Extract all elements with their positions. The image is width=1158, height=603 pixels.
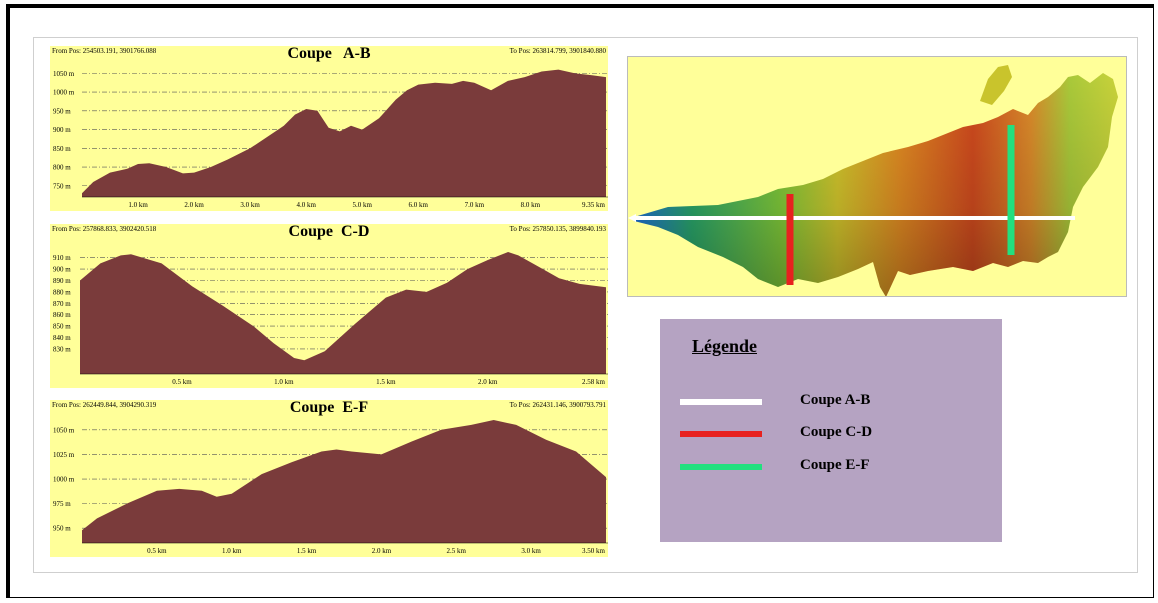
profile-chart-ef: 1050 m 1025 m 1000 m 975 m 950 m 0.5 km 1.0 km… <box>50 399 608 557</box>
profile-cd-to-pos: To Pos: 257850.135, 3899840.193 <box>509 225 606 233</box>
y-tick-label: 1050 m <box>53 426 75 434</box>
elevation-area <box>80 252 606 374</box>
x-tick-label: 2.5 km <box>447 547 467 555</box>
elevation-map-image <box>628 65 1118 296</box>
x-tick-label: 1.5 km <box>376 378 396 386</box>
y-tick-label: 900 m <box>53 126 71 134</box>
y-tick-label: 840 m <box>53 334 71 342</box>
legend-swatch-ef <box>680 464 762 470</box>
profile-chart-ab: 1050 m 1000 m 950 m 900 m 850 m 800 m 750 m 1.0… <box>50 45 608 211</box>
legend-swatch-cd <box>680 431 762 437</box>
x-tick-label: 2.0 km <box>478 378 498 386</box>
x-tick-label: 0.5 km <box>147 547 167 555</box>
y-tick-label: 750 m <box>53 182 71 190</box>
x-tick-label: 2.0 km <box>372 547 392 555</box>
profile-ab-to-pos: To Pos: 263814.799, 3901840.880 <box>509 47 606 55</box>
x-tick-label: 0.5 km <box>172 378 192 386</box>
x-tick-label: 1.0 km <box>128 201 148 209</box>
profile-chart-cd: 910 m 900 m 890 m 880 m 870 m 860 m 850 m 840 m… <box>50 223 608 388</box>
legend-label-ab: Coupe A-B <box>800 392 871 408</box>
x-tick-label: 7.0 km <box>465 201 485 209</box>
profile-ef-from-pos: From Pos: 262449.844, 3904290.319 <box>52 401 157 409</box>
legend-swatch-ab <box>680 399 762 405</box>
x-tick-label: 3.50 km <box>582 547 606 555</box>
profile-cd-plot: 910 m 900 m 890 m 880 m 870 m 860 m 850 m 840 m… <box>53 252 608 386</box>
profile-ef-to-pos: To Pos: 262431.146, 3900793.791 <box>509 401 606 409</box>
outer-frame <box>6 4 1154 598</box>
y-tick-label: 1000 m <box>53 89 75 97</box>
y-tick-label: 1050 m <box>53 70 75 78</box>
x-tick-label: 1.0 km <box>222 547 242 555</box>
legend-label-ef: Coupe E-F <box>800 457 870 473</box>
y-tick-label: 950 m <box>53 107 71 115</box>
y-tick-label: 890 m <box>53 277 71 285</box>
y-tick-label: 1025 m <box>53 451 75 459</box>
profile-cd-from-pos: From Pos: 257868.833, 3902420.518 <box>52 225 157 233</box>
x-tick-label: 2.0 km <box>184 201 204 209</box>
x-tick-label: 1.0 km <box>274 378 294 386</box>
x-tick-label: 4.0 km <box>296 201 316 209</box>
profile-ef-plot: 1050 m 1025 m 1000 m 975 m 950 m 0.5 km 1.0 km… <box>53 420 608 555</box>
x-tick-label: 6.0 km <box>409 201 429 209</box>
profile-ab-from-pos: From Pos: 254503.191, 3901766.088 <box>52 47 157 55</box>
profile-ab-plot: 1050 m 1000 m 950 m 900 m 850 m 800 m 750 m 1.0… <box>53 69 608 209</box>
y-tick-label: 1000 m <box>53 476 75 484</box>
x-tick-label: 1.5 km <box>297 547 317 555</box>
y-tick-label: 800 m <box>53 164 71 172</box>
y-tick-label: 880 m <box>53 288 71 296</box>
y-tick-label: 975 m <box>53 500 71 508</box>
y-tick-label: 870 m <box>53 300 71 308</box>
y-tick-label: 850 m <box>53 323 71 331</box>
legend-panel: Légende Coupe A-B Coupe C-D Coupe E-F <box>660 319 1002 542</box>
legend-title: Légende <box>692 336 757 356</box>
elevation-map <box>627 56 1127 297</box>
legend-label-cd: Coupe C-D <box>800 424 873 440</box>
y-tick-label: 860 m <box>53 311 71 319</box>
y-tick-label: 830 m <box>53 345 71 353</box>
x-tick-label: 5.0 km <box>352 201 372 209</box>
x-tick-label: 3.0 km <box>240 201 260 209</box>
y-tick-label: 910 m <box>53 254 71 262</box>
elevation-area <box>82 420 606 543</box>
x-tick-label: 3.0 km <box>521 547 541 555</box>
y-tick-label: 900 m <box>53 266 71 274</box>
elevation-area <box>82 69 606 197</box>
y-tick-label: 850 m <box>53 145 71 153</box>
x-tick-label: 2.58 km <box>582 378 606 386</box>
y-tick-label: 950 m <box>53 525 71 533</box>
x-tick-label: 8.0 km <box>521 201 541 209</box>
terrain-island-north <box>980 65 1012 105</box>
x-tick-label: 9.35 km <box>582 201 606 209</box>
